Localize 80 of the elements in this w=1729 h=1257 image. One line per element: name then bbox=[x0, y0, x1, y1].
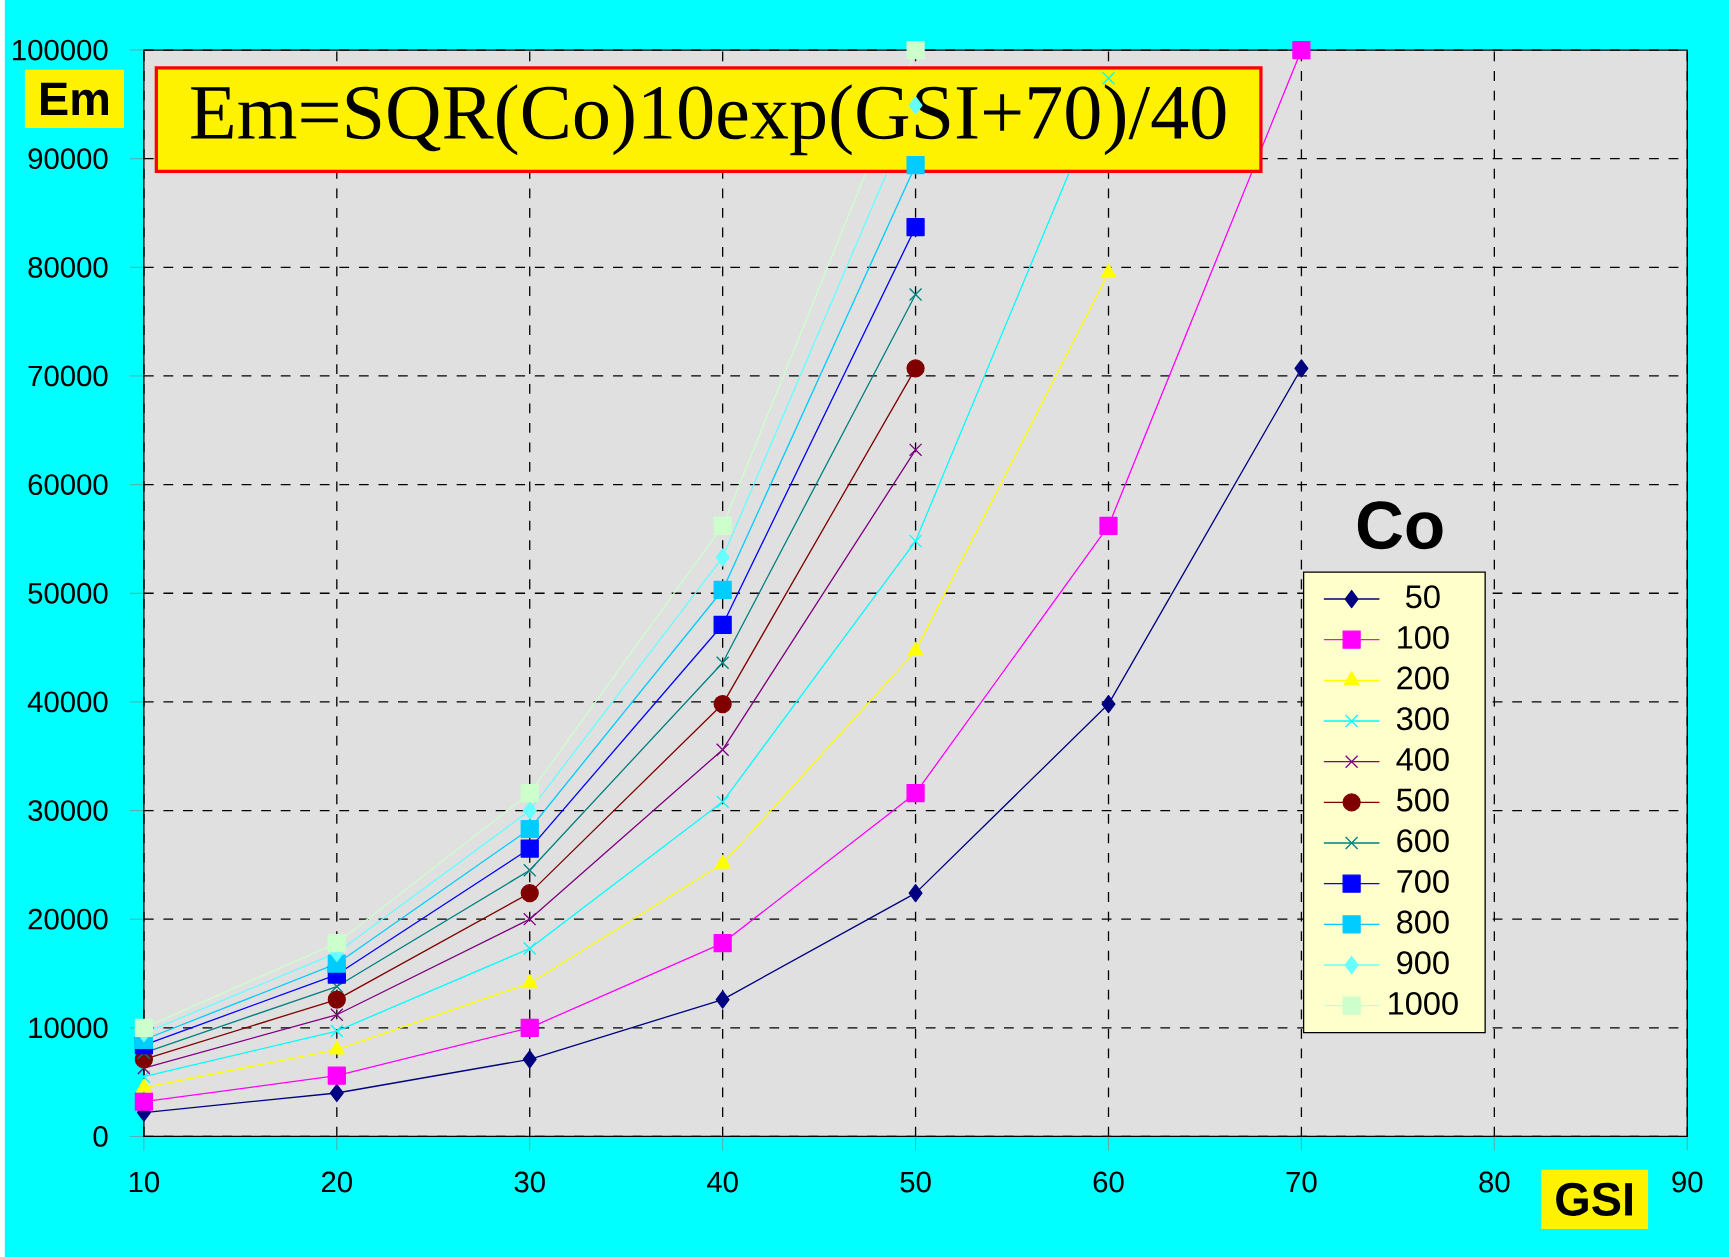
point bbox=[906, 359, 925, 378]
point bbox=[906, 40, 925, 60]
point bbox=[327, 933, 346, 953]
point bbox=[330, 1008, 344, 1022]
y-axis-title: Em bbox=[41, 82, 109, 116]
point bbox=[134, 1018, 154, 1037]
x-tick-label: 10 bbox=[129, 1171, 160, 1193]
point bbox=[716, 743, 730, 757]
point bbox=[908, 287, 923, 302]
legend-label: 900 bbox=[1397, 951, 1449, 975]
legend-label: 700 bbox=[1397, 869, 1449, 893]
point bbox=[135, 1078, 152, 1093]
legend-label: 600 bbox=[1397, 829, 1449, 853]
point bbox=[713, 580, 732, 600]
point bbox=[327, 990, 346, 1009]
point bbox=[523, 863, 537, 877]
legend-label: 500 bbox=[1396, 788, 1449, 812]
point bbox=[520, 784, 539, 803]
point bbox=[521, 974, 538, 989]
legend-label: 800 bbox=[1397, 910, 1449, 934]
point bbox=[330, 1024, 344, 1038]
y-tick-label: 60000 bbox=[28, 474, 108, 496]
point bbox=[713, 933, 732, 953]
point bbox=[713, 615, 732, 634]
y-tick-label: 70000 bbox=[28, 365, 108, 387]
point bbox=[715, 990, 730, 1009]
point bbox=[1294, 359, 1309, 378]
point bbox=[520, 839, 539, 858]
y-tick-label: 100000 bbox=[13, 39, 108, 61]
point bbox=[520, 1018, 539, 1037]
point bbox=[908, 443, 923, 457]
point bbox=[1101, 71, 1116, 85]
point bbox=[522, 801, 537, 820]
point bbox=[327, 1066, 346, 1085]
y-tick-label: 90000 bbox=[28, 148, 108, 170]
point bbox=[715, 548, 730, 567]
point bbox=[134, 1092, 154, 1111]
x-tick-label: 40 bbox=[707, 1171, 738, 1193]
legend-label: 400 bbox=[1396, 747, 1449, 771]
point bbox=[520, 884, 539, 903]
y-tick-label: 30000 bbox=[28, 800, 108, 821]
x-tick-label: 90 bbox=[1672, 1171, 1703, 1193]
point bbox=[908, 534, 923, 548]
x-tick-label: 60 bbox=[1093, 1171, 1124, 1193]
x-axis-title: GSI bbox=[1556, 1182, 1632, 1216]
legend-label: 50 bbox=[1406, 585, 1440, 609]
point bbox=[908, 884, 923, 903]
x-tick-label: 80 bbox=[1479, 1171, 1510, 1193]
legend-title: Co bbox=[1357, 501, 1443, 550]
point bbox=[328, 1040, 345, 1055]
x-tick-label: 20 bbox=[321, 1171, 352, 1193]
point bbox=[520, 819, 539, 839]
point bbox=[523, 912, 537, 926]
legend-label: 1000 bbox=[1389, 991, 1458, 1015]
y-tick-label: 10000 bbox=[29, 1017, 108, 1039]
point bbox=[523, 941, 537, 956]
y-tick-label: 50000 bbox=[28, 582, 108, 604]
point bbox=[716, 656, 730, 670]
point bbox=[1099, 516, 1118, 536]
y-tick-label: 80000 bbox=[28, 256, 108, 278]
legend-label: 300 bbox=[1396, 707, 1449, 731]
point bbox=[906, 784, 925, 803]
point bbox=[713, 694, 732, 714]
x-tick-label: 50 bbox=[900, 1171, 931, 1193]
point bbox=[713, 516, 732, 536]
point bbox=[906, 156, 925, 175]
y-tick-label: 40000 bbox=[27, 691, 108, 713]
point bbox=[1101, 694, 1116, 714]
legend-label: 200 bbox=[1397, 666, 1449, 690]
point bbox=[1292, 40, 1311, 60]
legend-label: 100 bbox=[1398, 625, 1449, 649]
x-tick-label: 70 bbox=[1286, 1171, 1317, 1193]
chart-title: Em=SQR(Co)10exp(GSI+70)/40 bbox=[191, 84, 1226, 156]
point bbox=[716, 795, 730, 809]
point bbox=[522, 1050, 537, 1069]
point bbox=[906, 218, 925, 237]
y-tick-label: 0 bbox=[93, 1126, 108, 1147]
x-tick-label: 30 bbox=[514, 1171, 545, 1193]
y-tick-label: 20000 bbox=[28, 908, 108, 930]
point bbox=[329, 1083, 344, 1103]
